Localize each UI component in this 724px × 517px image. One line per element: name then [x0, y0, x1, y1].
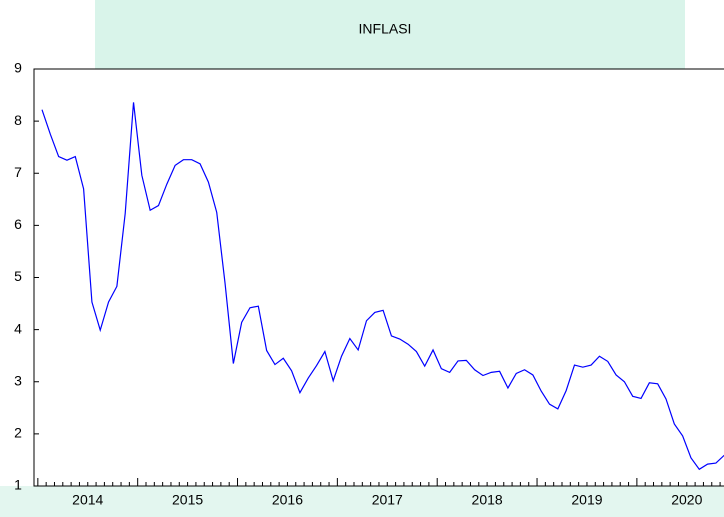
x-tick-label: 2020 — [671, 492, 702, 508]
y-tick-label: 6 — [14, 216, 22, 232]
y-tick-label: 8 — [14, 112, 22, 128]
x-tick-label: 2016 — [272, 492, 303, 508]
y-tick-label: 5 — [14, 268, 22, 284]
x-tick-label: 2014 — [72, 492, 103, 508]
x-tick-label: 2018 — [472, 492, 503, 508]
line-series — [41, 102, 724, 471]
y-tick-label: 9 — [14, 60, 22, 76]
chart-title: INFLASI — [359, 21, 412, 37]
watermark-band — [0, 486, 724, 517]
y-tick-label: 4 — [14, 320, 22, 336]
plot-area — [33, 68, 724, 487]
y-tick-label: 2 — [14, 425, 22, 441]
y-tick-label: 1 — [14, 477, 22, 493]
x-tick-label: 2015 — [172, 492, 203, 508]
x-tick-label: 2019 — [571, 492, 602, 508]
y-tick-label: 3 — [14, 372, 22, 388]
y-tick-label: 7 — [14, 164, 22, 180]
watermark-band — [95, 0, 685, 69]
x-tick-label: 2017 — [372, 492, 403, 508]
